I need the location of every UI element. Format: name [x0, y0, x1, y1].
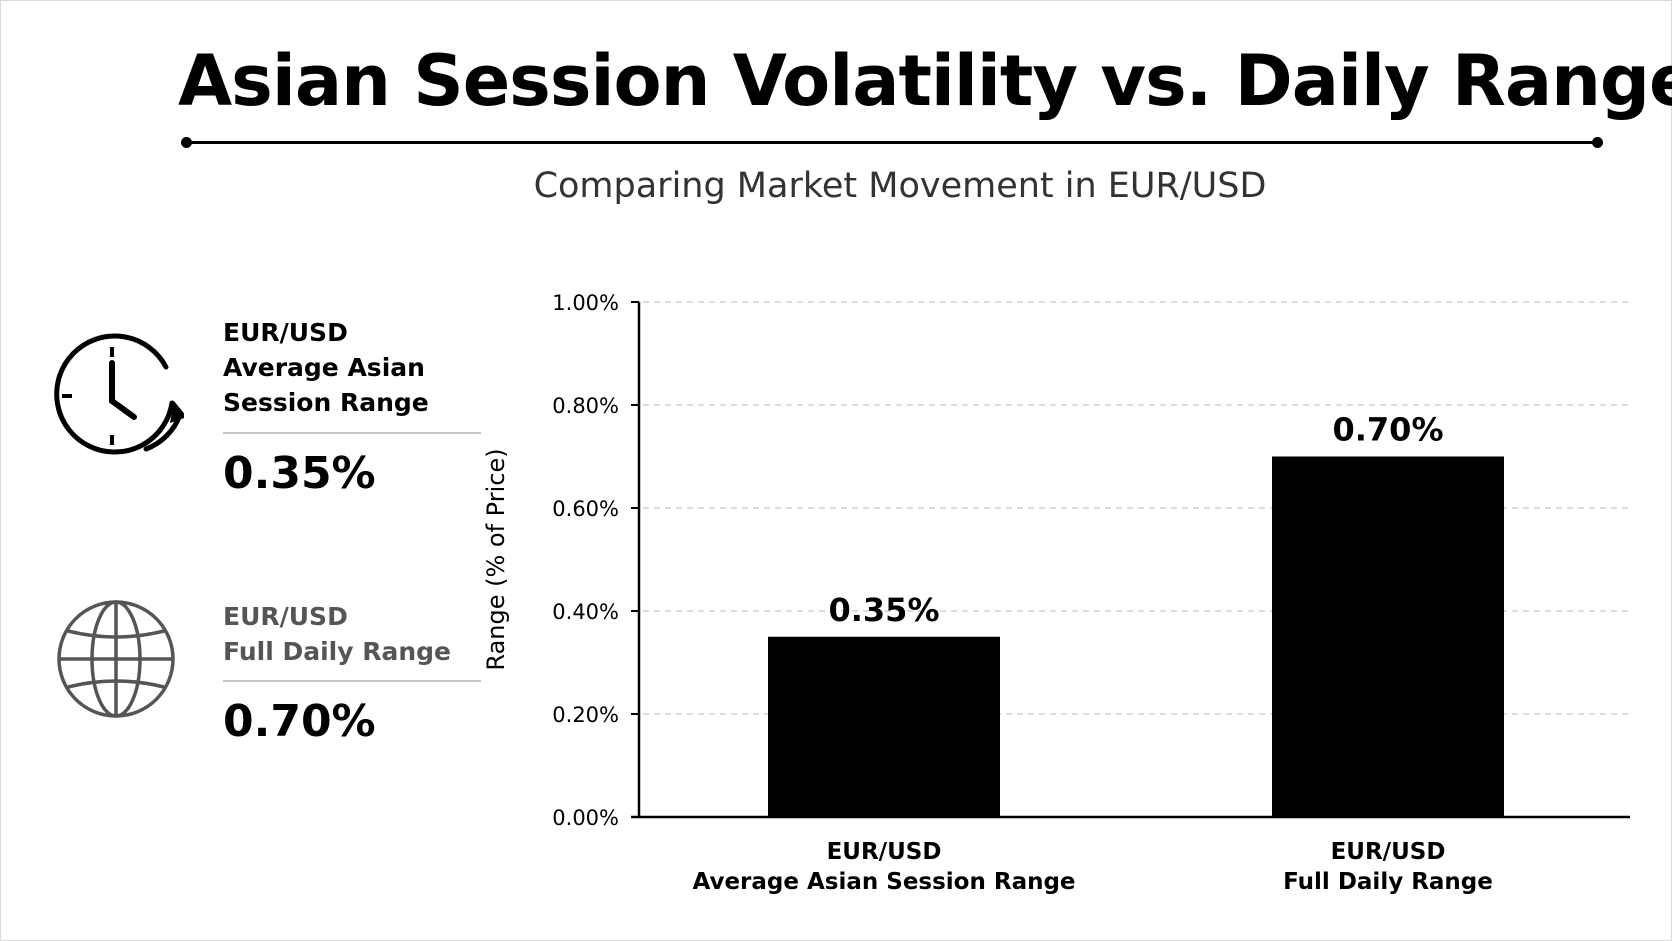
stat-daily-label-line: Full Daily Range — [223, 637, 452, 666]
stat-asian-label-line: EUR/USD — [223, 318, 348, 347]
stat-asian-value: 0.35% — [223, 448, 376, 499]
y-tick-label: 0.20% — [552, 703, 619, 727]
stat-daily-divider — [223, 680, 481, 682]
bar-data-label: 0.35% — [828, 591, 939, 629]
stat-daily-label: EUR/USD Full Daily Range — [223, 599, 483, 669]
title-rule — [186, 141, 1598, 144]
page-subtitle: Comparing Market Movement in EUR/USD — [533, 166, 1267, 206]
title-rule-right-dot — [1592, 137, 1603, 148]
y-axis-title: Range (% of Price) — [482, 448, 510, 670]
stat-asian-label-line: Average Asian — [223, 353, 425, 382]
y-tick-label: 0.40% — [552, 600, 619, 624]
y-tick-label: 1.00% — [552, 291, 619, 315]
stat-daily-value: 0.70% — [223, 696, 376, 747]
y-tick-label: 0.60% — [552, 497, 619, 521]
x-category-label: EUR/USD — [827, 839, 942, 865]
y-tick-label: 0.00% — [552, 806, 619, 830]
x-category-label: Full Daily Range — [1283, 869, 1493, 895]
x-category-label: Average Asian Session Range — [692, 869, 1075, 895]
stat-asian-divider — [223, 432, 481, 434]
globe-icon — [54, 597, 178, 725]
clock-icon — [54, 331, 187, 465]
y-tick-label: 0.80% — [552, 394, 619, 418]
bar — [1272, 456, 1504, 817]
bar — [768, 636, 1000, 817]
stat-asian-label-line: Session Range — [223, 388, 429, 417]
x-category-label: EUR/USD — [1331, 839, 1446, 865]
page-title: Asian Session Volatility vs. Daily Range — [178, 40, 1672, 122]
stat-asian-label: EUR/USD Average Asian Session Range — [223, 315, 483, 420]
bar-data-label: 0.70% — [1332, 411, 1443, 449]
stat-daily-label-line: EUR/USD — [223, 602, 348, 631]
